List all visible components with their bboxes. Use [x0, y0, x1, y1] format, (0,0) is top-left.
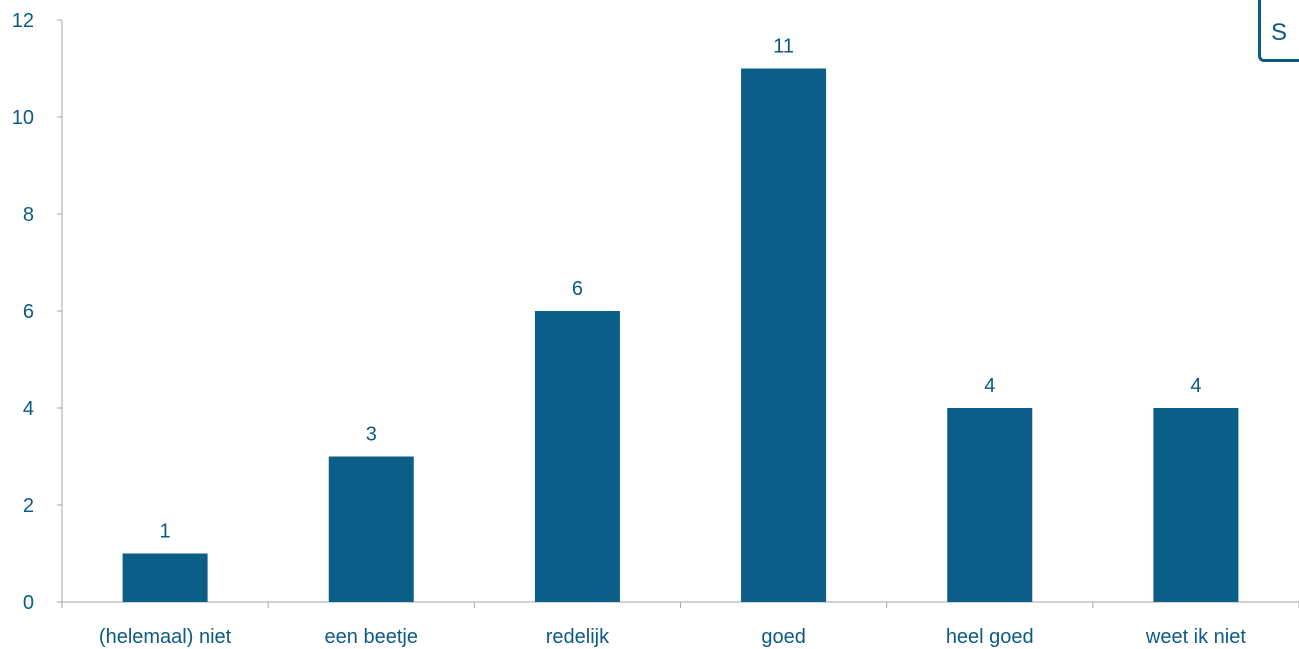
corner-badge-text: S [1271, 19, 1288, 46]
bar [328, 456, 414, 602]
bar [122, 553, 208, 602]
x-tick-label: goed [761, 626, 806, 648]
y-tick-label: 0 [23, 592, 34, 614]
x-tick-label: (helemaal) niet [99, 626, 232, 648]
y-tick-label: 12 [12, 10, 34, 32]
y-tick-label: 2 [23, 495, 34, 517]
data-labels: 1 3 6 11 4 4 [160, 36, 1202, 543]
data-label: 4 [1190, 375, 1201, 397]
bars [122, 68, 1239, 602]
bar [1153, 408, 1239, 602]
data-label: 4 [984, 375, 995, 397]
x-tick-label: weet ik niet [1145, 626, 1246, 648]
y-tick-label: 10 [12, 107, 34, 129]
x-tick-label: heel goed [946, 626, 1034, 648]
bar [947, 408, 1033, 602]
corner-badge: S [1258, 0, 1299, 62]
y-tick-label: 8 [23, 204, 34, 226]
x-tick-label: redelijk [546, 626, 610, 648]
x-axis: (helemaal) niet een beetje redelijk goed hee… [61, 601, 1299, 648]
data-label: 3 [366, 424, 377, 446]
x-tick-label: een beetje [325, 626, 418, 648]
y-tick-label: 4 [23, 398, 34, 420]
y-axis: 0 2 4 6 8 10 12 [12, 10, 63, 614]
data-label: 11 [773, 36, 794, 58]
bar [534, 311, 620, 602]
data-label: 1 [160, 521, 171, 543]
bar [741, 68, 827, 602]
y-tick-label: 6 [23, 301, 34, 323]
data-label: 6 [572, 278, 583, 300]
